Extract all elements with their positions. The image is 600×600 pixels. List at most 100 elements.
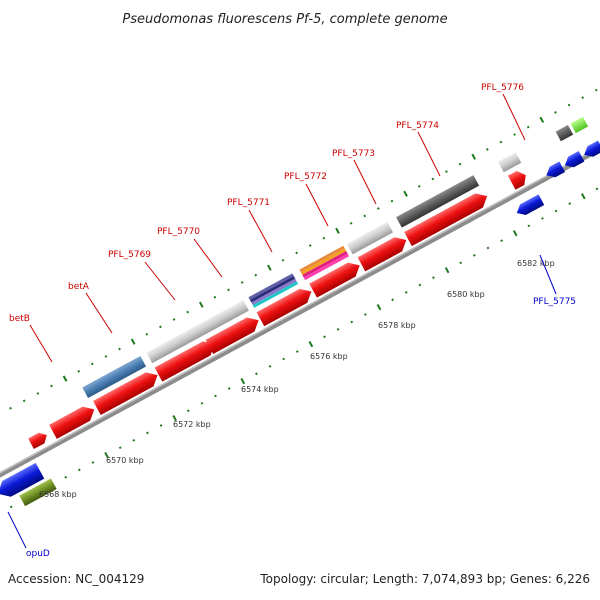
feature-box-pfl5770[interactable] — [146, 300, 249, 364]
kbp-label: 6570 kbp — [106, 456, 144, 465]
major-tick — [240, 378, 246, 385]
gene-label-leaders — [7, 93, 557, 549]
minor-tick — [568, 202, 572, 205]
minor-tick — [595, 187, 599, 191]
minor-tick — [581, 96, 585, 99]
minor-tick — [118, 446, 122, 450]
minor-tick — [77, 468, 81, 472]
feature-box-pfl5776[interactable] — [498, 152, 522, 173]
minor-tick — [485, 148, 489, 151]
gene-label-pfl5773[interactable]: PFL_5773 — [332, 149, 375, 159]
feature-box-pfl5772[interactable] — [299, 245, 350, 281]
gene-label-pfl5774[interactable]: PFL_5774 — [396, 121, 439, 131]
minor-tick — [77, 369, 81, 373]
kbp-label: 6572 kbp — [173, 420, 211, 429]
major-tick — [172, 415, 177, 422]
major-tick — [539, 116, 545, 123]
minor-tick — [472, 254, 476, 257]
minor-tick — [159, 325, 162, 329]
minor-tick — [227, 387, 231, 390]
minor-tick — [458, 162, 462, 166]
minor-tick — [118, 347, 121, 351]
gene-arrow-rev[interactable] — [581, 140, 600, 160]
minor-tick — [363, 214, 367, 218]
minor-tick — [513, 133, 516, 136]
gene-label-pfl5770[interactable]: PFL_5770 — [157, 227, 200, 237]
feature-box-olive[interactable] — [19, 478, 57, 507]
minor-tick — [349, 221, 353, 225]
feature-box-betA[interactable] — [82, 355, 147, 398]
minor-tick — [104, 355, 108, 358]
kbp-label: 6576 kbp — [310, 352, 348, 361]
feature-box-right[interactable] — [555, 124, 574, 142]
gene-arrow-fwd[interactable] — [28, 430, 50, 450]
gene-arrow-fwd[interactable] — [309, 258, 363, 298]
footer-stats: Topology: circular; Length: 7,074,893 bp… — [260, 572, 590, 586]
feature-box-pfl5771[interactable] — [248, 273, 299, 308]
gene-arrow-fwd[interactable] — [205, 313, 263, 354]
gene-arrow-rev-pfl5775[interactable] — [514, 194, 545, 218]
minor-tick — [295, 350, 299, 353]
gene-label-pfl5771[interactable]: PFL_5771 — [227, 198, 270, 208]
leader-line — [7, 511, 27, 549]
footer-accession: Accession: NC_004129 — [8, 572, 145, 586]
minor-tick — [391, 298, 394, 302]
major-tick — [403, 190, 408, 197]
feature-box-right-green[interactable] — [570, 116, 589, 134]
kbp-label: 6580 kbp — [447, 290, 485, 299]
minor-tick — [91, 461, 95, 464]
inner-ticks — [9, 187, 599, 509]
minor-tick — [227, 288, 230, 292]
minor-tick — [445, 170, 448, 173]
gene-arrow-fwd[interactable] — [507, 168, 530, 190]
major-tick — [308, 341, 314, 348]
minor-tick — [418, 283, 422, 287]
gene-arrow-fwd[interactable] — [93, 368, 161, 416]
gene-arrow-rev[interactable] — [562, 150, 585, 171]
minor-tick — [554, 209, 558, 213]
gene-label-pfl5776[interactable]: PFL_5776 — [481, 83, 524, 93]
gene-label-pfl5772[interactable]: PFL_5772 — [284, 172, 327, 182]
major-tick — [376, 304, 382, 311]
gene-arrow-fwd[interactable] — [154, 337, 219, 382]
minor-tick — [146, 431, 149, 435]
feature-box-pfl5774[interactable] — [396, 175, 480, 228]
minor-tick — [200, 401, 204, 405]
minor-tick — [499, 140, 503, 144]
minor-tick — [295, 251, 298, 255]
leader-line — [539, 254, 557, 295]
gene-label-betA[interactable]: betA — [68, 282, 90, 292]
gene-arrow-rev[interactable] — [544, 161, 566, 180]
leader-line — [353, 159, 377, 205]
gene-arrow-fwd[interactable] — [357, 233, 410, 272]
kbp-label: 6568 kbp — [39, 490, 77, 499]
minor-tick — [268, 364, 272, 368]
minor-tick — [526, 125, 530, 129]
leader-line — [417, 131, 441, 177]
minor-tick — [541, 217, 544, 220]
gene-label-betB[interactable]: betB — [9, 314, 30, 324]
gene-label-opuD[interactable]: opuD — [26, 549, 50, 559]
major-tick — [335, 227, 340, 234]
feature-box-pfl5773[interactable] — [346, 221, 394, 255]
minor-tick — [376, 207, 380, 210]
gene-arrow-fwd[interactable] — [404, 189, 491, 247]
minor-tick — [364, 313, 367, 316]
minor-tick — [404, 291, 408, 294]
leader-line — [248, 209, 273, 253]
minor-tick — [417, 184, 421, 188]
gene-arrow-rev[interactable] — [0, 462, 45, 502]
kbp-label: 6574 kbp — [241, 385, 279, 394]
minor-tick — [431, 177, 435, 181]
minor-tick — [594, 88, 598, 92]
gene-arrow-fwd[interactable] — [256, 285, 316, 327]
major-tick — [444, 267, 450, 274]
major-tick — [104, 451, 109, 459]
minor-tick — [132, 438, 136, 442]
gene-label-pfl5775[interactable]: PFL_5775 — [533, 297, 576, 307]
minor-tick — [214, 394, 217, 398]
leader-line — [29, 324, 53, 363]
minor-tick — [159, 424, 163, 427]
gene-arrow-fwd[interactable] — [49, 402, 98, 439]
gene-label-pfl5769[interactable]: PFL_5769 — [108, 250, 151, 260]
